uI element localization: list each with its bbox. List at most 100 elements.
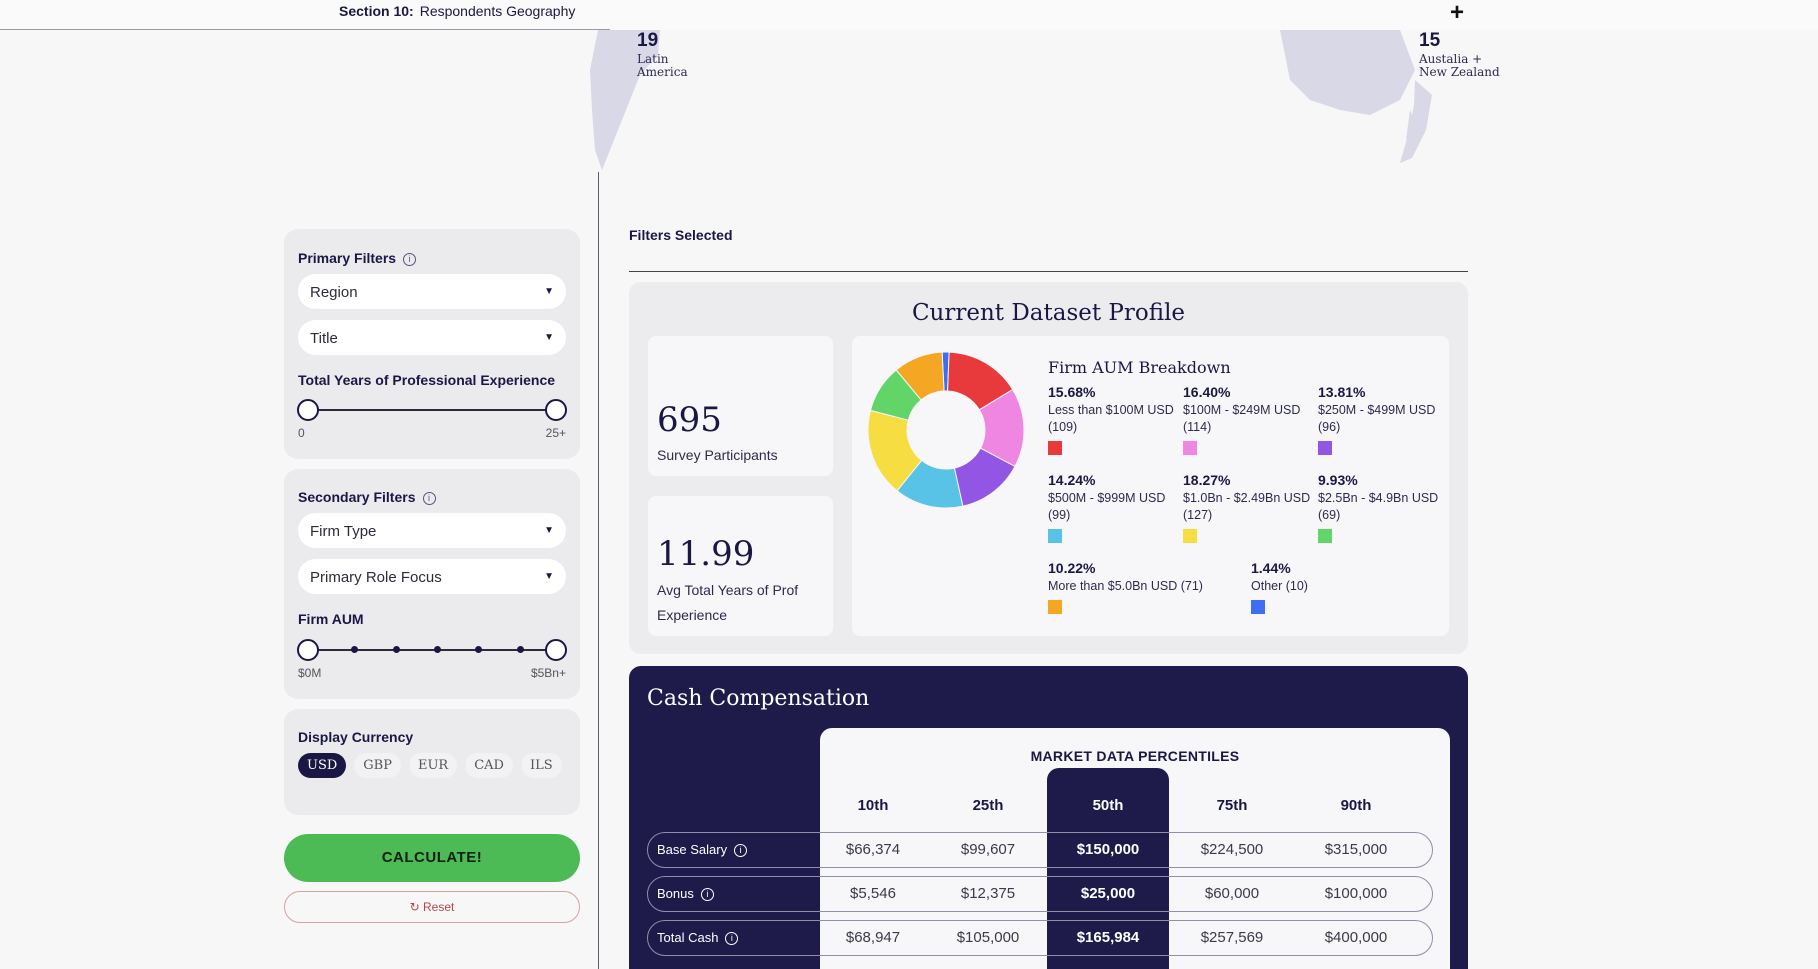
currency-eur[interactable]: EUR: [408, 753, 458, 778]
aum-slider-step: [517, 646, 524, 653]
aum-legend-percent: 13.81%: [1318, 384, 1366, 400]
reset-icon: ↻: [409, 900, 420, 914]
experience-slider-min-handle[interactable]: [297, 399, 319, 421]
avg-years-label: Avg Total Years of Prof Experience: [657, 582, 799, 623]
aum-legend-label: $2.5Bn - $4.9Bn USD (69): [1318, 491, 1439, 522]
aum-legend-swatch: [1183, 441, 1197, 455]
info-icon[interactable]: i: [725, 932, 739, 945]
aum-legend-swatch: [1048, 600, 1062, 614]
compensation-cell: $224,500: [1200, 841, 1264, 858]
aum-min-label: $0M: [298, 666, 322, 680]
currency-gbp[interactable]: GBP: [354, 753, 401, 778]
section-header[interactable]: Section 10: Respondents Geography +: [0, 0, 1818, 30]
aum-legend-swatch: [1048, 441, 1062, 455]
aum-legend-item: 9.93% $2.5Bn - $4.9Bn USD (69): [1318, 472, 1458, 543]
percentile-header: 25th: [972, 797, 1004, 814]
compensation-cell: $315,000: [1324, 841, 1388, 858]
calculate-button[interactable]: CALCULATE!: [284, 834, 580, 882]
firm-type-select-value: Firm Type: [310, 523, 377, 540]
section-name: Respondents Geography: [419, 3, 576, 19]
title-select[interactable]: Title ▼: [298, 320, 566, 355]
region-select-value: Region: [310, 284, 358, 301]
currency-cad[interactable]: CAD: [465, 753, 513, 778]
aum-legend-item: 10.22% More than $5.0Bn USD (71): [1048, 560, 1248, 614]
experience-slider-max-handle[interactable]: [545, 399, 567, 421]
primary-filters-title: Primary Filters i: [298, 250, 417, 266]
aum-slider-step: [475, 646, 482, 653]
percentile-header: 10th: [857, 797, 889, 814]
experience-max-label: 25+: [545, 426, 566, 440]
info-icon[interactable]: i: [700, 888, 714, 901]
region-label-line: Latin: [637, 52, 669, 66]
info-icon[interactable]: i: [422, 492, 436, 505]
aum-legend-item: 1.44% Other (10): [1251, 560, 1391, 614]
firm-aum-breakdown-card: Firm AUM Breakdown 15.68% Less than $100M…: [852, 336, 1449, 636]
secondary-filters-title: Secondary Filters i: [298, 489, 436, 505]
title-select-value: Title: [310, 330, 338, 347]
aum-slider-step: [434, 646, 441, 653]
aum-legend-item: 14.24% $500M - $999M USD (99): [1048, 472, 1188, 543]
aum-legend-label: $1.0Bn - $2.49Bn USD (127): [1183, 491, 1311, 522]
reset-button[interactable]: ↻ Reset: [284, 891, 580, 923]
aum-slider-max-handle[interactable]: [545, 639, 567, 661]
aum-max-label: $5Bn+: [530, 666, 566, 680]
compensation-row-label: Base Salary i: [657, 842, 748, 857]
percentile-header: 50th: [1092, 797, 1124, 814]
currency-ils[interactable]: ILS: [520, 753, 562, 778]
region-label-line: Austalia +: [1419, 52, 1483, 66]
aum-legend-percent: 16.40%: [1183, 384, 1231, 400]
cash-compensation-title: Cash Compensation: [647, 686, 870, 711]
compensation-cell: $99,607: [960, 841, 1016, 858]
info-icon[interactable]: i: [403, 253, 417, 266]
compensation-row: [647, 832, 1433, 868]
dataset-profile-title: Current Dataset Profile: [911, 300, 1186, 326]
compensation-cell: $100,000: [1324, 885, 1388, 902]
filters-selected-label: Filters Selected: [629, 227, 733, 243]
aum-breakdown-title: Firm AUM Breakdown: [1048, 358, 1231, 377]
aum-legend-percent: 14.24%: [1048, 472, 1096, 488]
aum-legend-item: 15.68% Less than $100M USD (109): [1048, 384, 1188, 455]
experience-slider-track[interactable]: [308, 409, 556, 411]
primary-filters-panel: Primary Filters i Region ▼ Title ▼ Total …: [284, 229, 580, 459]
compensation-cell: $165,984: [1076, 929, 1140, 946]
compensation-cell: $60,000: [1204, 885, 1260, 902]
compensation-cell: $66,374: [845, 841, 901, 858]
role-focus-select-value: Primary Role Focus: [310, 569, 442, 586]
currency-usd[interactable]: USD: [298, 753, 347, 778]
participants-stat-card: 695 Survey Participants: [648, 336, 833, 476]
aum-legend-item: 16.40% $100M - $249M USD (114): [1183, 384, 1323, 455]
aum-legend-percent: 15.68%: [1048, 384, 1096, 400]
avg-years-stat-card: 11.99 Avg Total Years of Prof Experience: [648, 496, 833, 636]
median-column-highlight: [1047, 768, 1169, 969]
aum-legend-label: $500M - $999M USD (99): [1048, 491, 1166, 522]
region-label-latin-america: Latin America: [637, 53, 688, 79]
aum-legend-swatch: [1048, 529, 1062, 543]
compensation-row-label: Bonus i: [657, 886, 714, 901]
firm-type-select[interactable]: Firm Type ▼: [298, 513, 566, 548]
primary-filters-title-text: Primary Filters: [298, 250, 397, 266]
compensation-cell: $68,947: [845, 929, 901, 946]
section-underline: [0, 29, 610, 30]
participants-value: 695: [657, 400, 722, 440]
compensation-row-label-text: Total Cash: [657, 930, 719, 945]
compensation-cell: $257,569: [1200, 929, 1264, 946]
role-focus-select[interactable]: Primary Role Focus ▼: [298, 559, 566, 594]
participants-label: Survey Participants: [657, 447, 778, 463]
aum-slider-min-handle[interactable]: [297, 639, 319, 661]
donut-slice: [895, 351, 945, 401]
aum-slider-track[interactable]: [308, 649, 556, 651]
region-select[interactable]: Region ▼: [298, 274, 566, 309]
compensation-row-label: Total Cash i: [657, 930, 739, 945]
chevron-down-icon: ▼: [544, 332, 554, 343]
vertical-divider: [598, 172, 599, 969]
display-currency-panel: Display Currency USD GBP EUR CAD ILS: [284, 709, 580, 815]
aum-legend-item: 13.81% $250M - $499M USD (96): [1318, 384, 1458, 455]
info-icon[interactable]: i: [734, 844, 748, 857]
aum-legend-item: 18.27% $1.0Bn - $2.49Bn USD (127): [1183, 472, 1323, 543]
aum-legend-label: Less than $100M USD (109): [1048, 403, 1174, 434]
aum-legend-percent: 10.22%: [1048, 560, 1096, 576]
avg-years-value: 11.99: [657, 534, 755, 574]
expand-plus-icon[interactable]: +: [1450, 0, 1465, 26]
filters-selected-divider: [629, 271, 1468, 272]
currency-options: USD GBP EUR CAD ILS: [298, 753, 562, 778]
